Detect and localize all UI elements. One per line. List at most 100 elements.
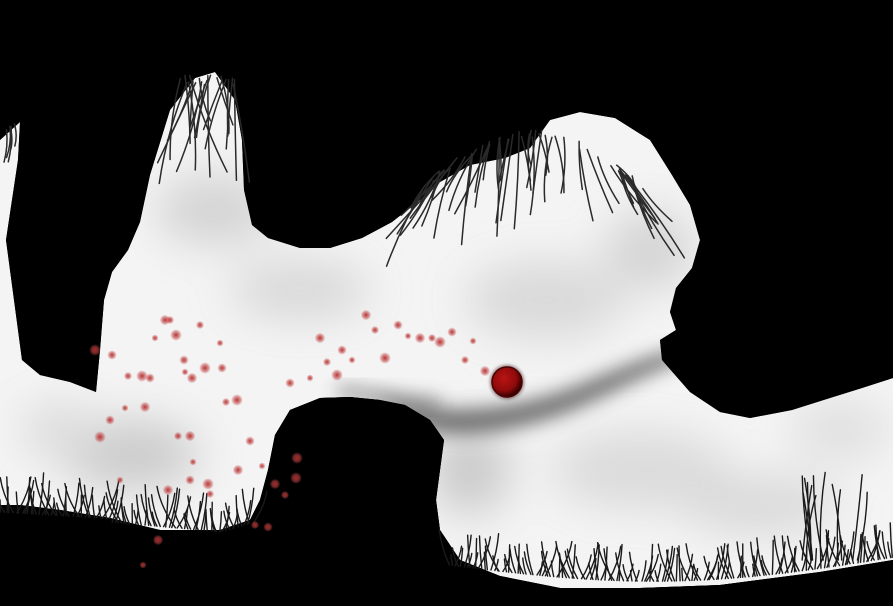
grass-blade [622, 563, 629, 582]
grass-blade [176, 496, 192, 529]
grass-strand [525, 129, 537, 189]
particle [434, 336, 446, 348]
grass-strand [431, 156, 466, 202]
grass-blade [91, 494, 96, 519]
particle [447, 327, 457, 337]
grass-blade [108, 489, 119, 520]
grass-blade [503, 553, 513, 574]
particle [291, 452, 303, 464]
particle [216, 339, 224, 347]
particle [186, 372, 198, 384]
grass-blade [6, 476, 10, 514]
grass-strand [619, 171, 656, 219]
grass-strand [453, 147, 488, 215]
grass-strand [13, 123, 17, 147]
particle [170, 329, 182, 341]
grass-blade [95, 495, 106, 519]
particle [107, 350, 117, 360]
grass-strand [642, 187, 673, 223]
particle [162, 484, 174, 496]
grass-blade [616, 543, 623, 582]
grass-blade [875, 531, 886, 560]
grass-blade [802, 492, 813, 561]
dark-light-beam-upper [335, 385, 440, 410]
grass-blade [211, 515, 217, 533]
grass-blade [183, 513, 189, 530]
grass-blade [708, 555, 719, 581]
particle [306, 374, 314, 382]
particle [479, 365, 491, 377]
particle [89, 344, 101, 356]
grass-blade [523, 551, 532, 576]
grass-blade [236, 508, 243, 527]
grass-strand [207, 75, 211, 178]
grass-blade [676, 547, 691, 582]
grass-blade [438, 528, 451, 566]
grass-blade [703, 555, 715, 581]
grass-blade [678, 545, 681, 582]
grass-blade [641, 560, 647, 582]
particle [232, 464, 244, 476]
grass-blade [540, 550, 549, 577]
particle [258, 462, 266, 470]
grass-blade [123, 506, 131, 525]
particle [245, 436, 255, 446]
grass-blade [165, 494, 169, 528]
particle [151, 334, 159, 342]
grass-blade [490, 532, 500, 571]
grass-blade [836, 489, 842, 561]
particle [173, 431, 183, 441]
grass-blade [749, 541, 759, 577]
grass-blade [28, 485, 37, 515]
particle [269, 478, 281, 490]
particle [460, 355, 470, 365]
grass-strand [385, 184, 426, 267]
grass-blade [666, 547, 676, 582]
particle [202, 478, 214, 490]
red-particle-trail [89, 309, 491, 569]
particle [185, 475, 195, 485]
grass-blade [649, 543, 654, 582]
grass-strand [433, 167, 451, 239]
grass-strand [500, 133, 514, 222]
grass-blade [648, 569, 655, 582]
grass-blade [494, 558, 499, 572]
grass-strand [498, 138, 510, 183]
grass-blade [849, 549, 855, 564]
particle [159, 314, 171, 326]
grass-strand [233, 78, 238, 182]
particle [360, 309, 372, 321]
player-ball[interactable] [490, 365, 524, 399]
particle [404, 332, 412, 340]
grass-blade [55, 502, 63, 517]
particle [337, 345, 347, 355]
grass-blade [726, 545, 735, 579]
grass-blade [866, 540, 875, 561]
grass-strand [3, 129, 8, 163]
grass-blade [503, 558, 508, 573]
grass-blade [106, 480, 123, 524]
grass-blade [736, 541, 746, 578]
grass-blade [791, 557, 797, 573]
grass-blade [98, 505, 102, 519]
particle [469, 337, 477, 345]
grass-blade [654, 570, 659, 582]
particle [290, 472, 302, 484]
grass-blade [856, 491, 868, 561]
particle [105, 415, 115, 425]
grass-blade [120, 499, 127, 525]
particle [348, 356, 356, 364]
grass-strand [529, 136, 535, 216]
grass-blade [555, 540, 570, 579]
grass-blade [147, 497, 156, 527]
grass-strand [431, 162, 454, 199]
particle [195, 320, 205, 330]
grass-blade [483, 551, 486, 571]
grass-blade [566, 548, 579, 580]
grass-blade [778, 541, 786, 575]
grass-blade [539, 561, 544, 576]
particle [263, 522, 273, 532]
grass-blade [184, 512, 192, 530]
